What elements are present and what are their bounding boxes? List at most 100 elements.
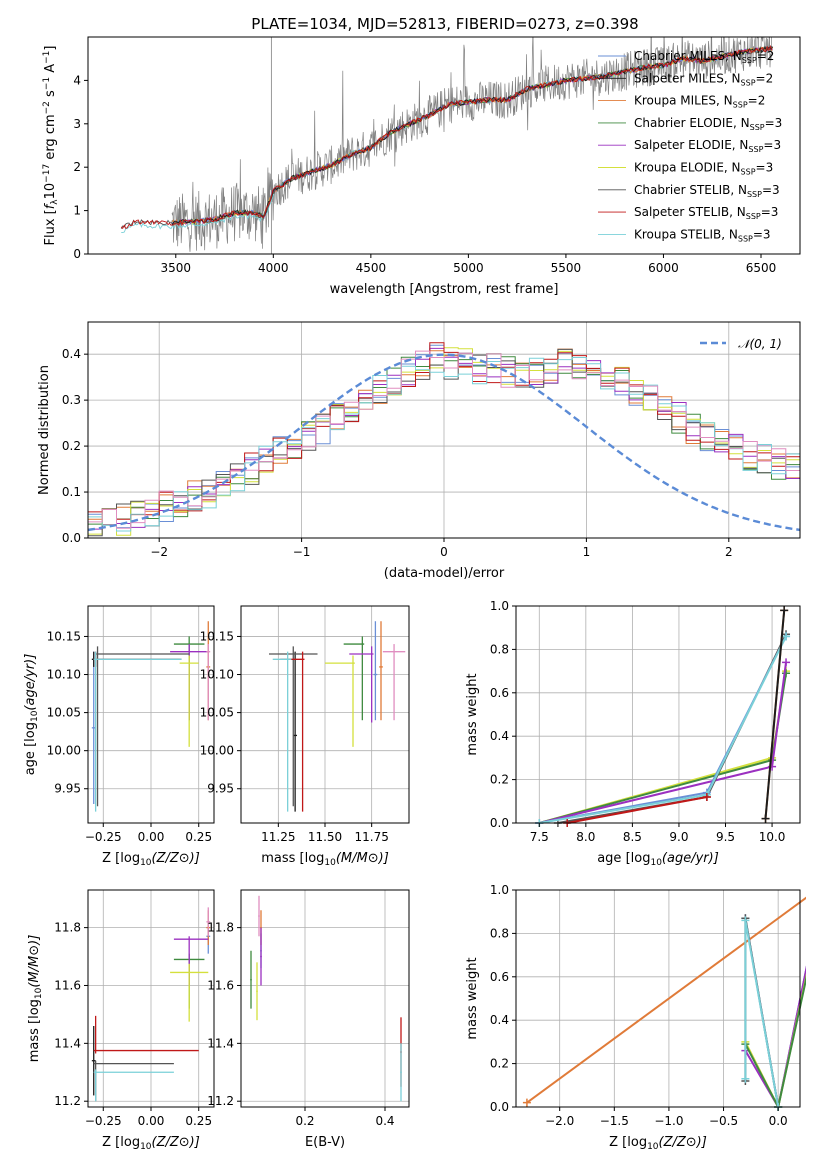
x-tick-label: 1: [583, 545, 591, 559]
mass-vs-EBV-plot-area: [250, 895, 402, 1102]
y-tick-label: 0.4: [62, 347, 81, 361]
x-tick-label: 8.0: [576, 830, 595, 844]
y-tick-label: 10.00: [200, 744, 234, 758]
x-tick-label: 7.5: [530, 830, 549, 844]
weight-line: [567, 796, 708, 824]
y-tick-label: 1: [73, 204, 81, 218]
axes-frame: [515, 889, 801, 1108]
age-vs-mass-plot-area: [269, 621, 406, 812]
x-tick-label: 9.0: [669, 830, 688, 844]
y-axis-label: mass [log10(M/M⊙)]: [27, 935, 44, 1063]
weight-line: [539, 635, 787, 824]
histogram-series: [88, 344, 800, 538]
histogram-series: [88, 350, 800, 538]
x-tick-label: 2: [725, 545, 733, 559]
y-tick-label: 3: [73, 117, 81, 131]
legend-entry: Salpeter MILES, NSSP=2: [634, 71, 773, 87]
spectrum-panel: Chabrier MILES, NSSP=2 Salpeter MILES, NS…: [42, 36, 801, 297]
x-tick-label: −1: [293, 545, 311, 559]
weight-marker: [807, 890, 815, 898]
mass-vs-Z-plot-area: [91, 907, 211, 1102]
y-tick-label: 0.0: [490, 1100, 509, 1114]
y-tick-label: 10.15: [200, 629, 234, 643]
spectrum-model-line: [120, 44, 773, 230]
weight-line: [557, 633, 787, 824]
weight-marker: [741, 916, 750, 925]
x-tick-label: 0.25: [185, 1114, 212, 1128]
y-tick-label: 11.8: [207, 921, 234, 935]
y-tick-label: 10.05: [200, 706, 234, 720]
x-tick-label: 11.75: [354, 830, 388, 844]
x-tick-label: 0.00: [138, 830, 165, 844]
y-tick-label: 10.05: [47, 706, 81, 720]
mass-weight-vs-age-plot-area: [535, 606, 791, 827]
weight-marker: [522, 1098, 531, 1107]
y-axis-label: Normed distribution: [37, 365, 52, 495]
y-tick-label: 10.15: [47, 629, 81, 643]
x-axis-label: age [log10(age/yr)]: [597, 851, 719, 868]
weight-marker: [807, 953, 815, 961]
x-tick-label: 0.2: [295, 1114, 314, 1128]
y-tick-label: 0.2: [490, 1057, 509, 1071]
y-tick-label: 11.6: [207, 978, 234, 992]
y-tick-label: 0.4: [490, 729, 509, 743]
y-tick-label: 10.10: [200, 668, 234, 682]
figure-title: PLATE=1034, MJD=52813, FIBERID=0273, z=0…: [251, 15, 638, 33]
axes-frame: [240, 889, 410, 1108]
x-tick-label: 4500: [356, 261, 387, 275]
x-axis-label: wavelength [Angstrom, rest frame]: [330, 282, 559, 297]
x-tick-label: 0.4: [375, 1114, 394, 1128]
weight-marker: [807, 942, 815, 950]
x-tick-label: −2.0: [545, 1114, 574, 1128]
legend-entry: Kroupa ELODIE, NSSP=3: [634, 161, 773, 177]
y-tick-label: 10.10: [47, 668, 81, 682]
x-axis-label: Z [log10(Z/Z⊙)]: [102, 1135, 200, 1152]
y-tick-label: 11.8: [54, 921, 81, 935]
legend-entry: 𝒩(0, 1): [738, 337, 782, 351]
weight-marker: [702, 792, 711, 801]
x-tick-label: 11.25: [261, 830, 295, 844]
normal-curve: [88, 353, 800, 532]
residuals-panel: 𝒩(0, 1) −2 −1 0 1 2 0.0 0.1 0.2 0.3 0.4 (data-model…: [37, 321, 801, 581]
mass-weight-vs-age-panel: 7.5 8.0 8.5 9.0 9.5 10.0 0.0 0.2 0.4 0.6 0.8 1.0 age…: [465, 599, 801, 868]
axes-frame: [515, 605, 801, 824]
x-tick-label: 4000: [258, 261, 289, 275]
y-tick-label: 9.95: [207, 782, 234, 796]
y-tick-label: 1.0: [490, 599, 509, 613]
y-tick-label: 0.0: [62, 531, 81, 545]
y-tick-label: 0.4: [490, 1013, 509, 1027]
y-tick-label: 0.6: [490, 970, 509, 984]
x-tick-label: 11.50: [308, 830, 342, 844]
x-tick-label: −0.25: [85, 1114, 122, 1128]
age-vs-Z-panel: −0.25 0.00 0.25 9.95 10.00 10.05 10.10 10.15 Z […: [23, 605, 215, 868]
spectrum-data-line: [171, 37, 772, 252]
mass-weight-vs-Z-panel: −2.0 −1.5 −1.0 −0.5 0.0 0.0 0.2 0.4 0.6 0.8 1.0 Z […: [465, 883, 815, 1152]
weight-marker: [782, 632, 791, 641]
weight-line: [539, 662, 787, 824]
y-tick-label: 11.2: [54, 1094, 81, 1108]
x-tick-label: 0: [440, 545, 448, 559]
y-axis-label: mass weight: [465, 673, 480, 755]
weight-marker: [782, 669, 791, 678]
y-tick-label: 11.4: [54, 1036, 81, 1050]
x-tick-label: 0.0: [769, 1114, 788, 1128]
x-axis-label: Z [log10(Z/Z⊙)]: [609, 1135, 707, 1152]
x-tick-label: −1.5: [600, 1114, 629, 1128]
x-tick-label: 10.0: [759, 830, 786, 844]
x-tick-label: −2: [150, 545, 168, 559]
age-vs-Z-plot-area: [91, 621, 211, 812]
weight-marker: [782, 658, 791, 667]
x-tick-label: 9.5: [716, 830, 735, 844]
x-tick-label: 5000: [453, 261, 484, 275]
y-tick-label: 0.8: [490, 926, 509, 940]
y-tick-label: 0.2: [490, 773, 509, 787]
spectrum-model-line: [171, 45, 774, 226]
y-tick-label: 0.1: [62, 485, 81, 499]
y-axis-label: age [log10(age/yr)]: [23, 654, 40, 776]
legend-entry: Chabrier ELODIE, NSSP=3: [634, 116, 782, 132]
y-tick-label: 11.6: [54, 978, 81, 992]
legend-entry: Salpeter STELIB, NSSP=3: [634, 205, 778, 221]
x-tick-label: 6000: [648, 261, 679, 275]
mass-vs-Z-panel: −0.25 0.00 0.25 11.2 11.4 11.6 11.8 Z [log10(Z/…: [27, 889, 215, 1152]
